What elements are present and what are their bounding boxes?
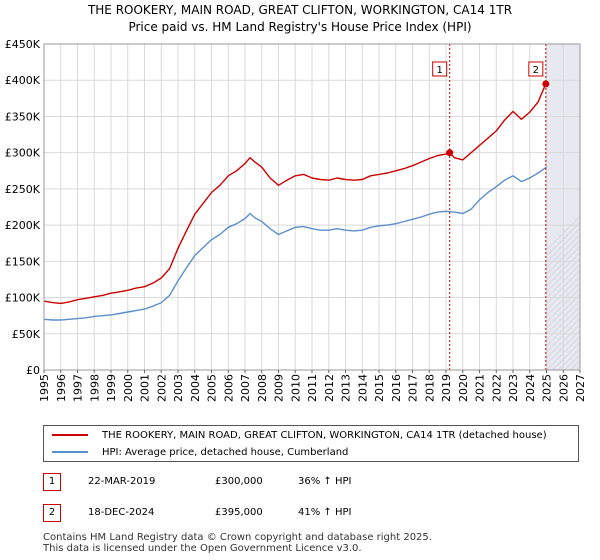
x-tick-label: 2005 <box>206 374 219 402</box>
x-tick-label: 2002 <box>155 374 168 402</box>
axes: £0 £50K £100K £150K £200K £250K £300K £350K £400… <box>5 38 587 402</box>
x-tick-label: 2026 <box>557 374 570 402</box>
hatch-line <box>589 44 600 370</box>
y-tick-label: £400K <box>5 74 41 87</box>
chart-title-line2: Price paid vs. HM Land Registry's House … <box>128 20 472 34</box>
sale-marker-label-2: 2 <box>533 65 539 76</box>
y-tick-label: £350K <box>5 110 41 123</box>
series-lines <box>43 83 547 321</box>
sale-marker-box-1 <box>432 61 448 77</box>
sale-hpi-1: 36% ↑ HPI <box>298 476 352 487</box>
hatch-line <box>595 44 600 370</box>
hatch-line <box>546 312 580 347</box>
x-tick-label: 1999 <box>105 374 118 402</box>
y-tick-label: £200K <box>5 219 41 232</box>
sale-point-2 <box>542 80 550 88</box>
x-tick-label: 2019 <box>440 374 453 402</box>
legend-label-hpi: HPI: Average price, detached house, Cumb… <box>102 447 349 458</box>
footer-line2: This data is licensed under the Open Gov… <box>43 543 362 554</box>
hatch-line <box>546 306 580 341</box>
sale-marker-box-2 <box>528 61 544 77</box>
x-tick-label: 2020 <box>457 374 470 402</box>
x-tick-label: 2004 <box>189 374 202 402</box>
sale-date-1: 22-MAR-2019 <box>88 476 156 487</box>
x-tick-label: 1995 <box>38 374 51 402</box>
sale-marker-label-1: 1 <box>436 65 442 76</box>
y-tick-label: £450K <box>5 38 41 51</box>
sale-date-2: 18-DEC-2024 <box>88 507 155 518</box>
x-tick-label: 1998 <box>88 374 101 402</box>
x-tick-label: 2016 <box>390 374 403 402</box>
x-tick-label: 2024 <box>524 374 537 402</box>
legend-item-hpi: HPI: Average price, detached house, Cumb… <box>52 445 348 461</box>
x-tick-label: 2007 <box>239 374 252 402</box>
x-tick-label: 2025 <box>541 374 554 402</box>
y-tick-label: £0 <box>26 364 40 377</box>
footer: Contains HM Land Registry data © Crown c… <box>43 532 432 554</box>
x-tick-label: 2014 <box>356 374 369 402</box>
x-tick-label: 2012 <box>323 374 336 402</box>
series-hpi <box>43 166 547 321</box>
x-tick-label: 2011 <box>306 374 319 402</box>
chart-title: THE ROOKERY, MAIN ROAD, GREAT CLIFTON, W… <box>0 2 600 36</box>
x-tick-label: 2013 <box>340 374 353 402</box>
sale-price-2: £395,000 <box>215 507 263 518</box>
x-tick-label: 2008 <box>256 374 269 402</box>
legend-swatch-price-paid <box>52 434 88 436</box>
sale-hpi-2: 41% ↑ HPI <box>298 507 352 518</box>
x-tick-label: 2009 <box>273 374 286 402</box>
hatch-line <box>546 288 580 323</box>
x-tick-label: 2000 <box>122 374 135 402</box>
x-tick-label: 2021 <box>474 374 487 402</box>
y-tick-label: £100K <box>5 292 41 305</box>
x-tick-label: 2010 <box>289 374 302 402</box>
sale-badge-2: 2 <box>43 504 61 522</box>
sale-badge-1: 1 <box>43 473 61 491</box>
x-tick-label: 2003 <box>172 374 185 402</box>
x-tick-label: 2022 <box>490 374 503 402</box>
hatch-line <box>546 300 580 335</box>
series-price-paid <box>43 83 547 305</box>
footer-line1: Contains HM Land Registry data © Crown c… <box>43 532 432 543</box>
x-tick-label: 2001 <box>139 374 152 402</box>
y-tick-label: £150K <box>5 255 41 268</box>
x-tick-label: 2023 <box>507 374 520 402</box>
x-tick-label: 2018 <box>423 374 436 402</box>
sale-point-1 <box>446 149 454 157</box>
y-tick-label: £300K <box>5 147 41 160</box>
chart-title-line1: THE ROOKERY, MAIN ROAD, GREAT CLIFTON, W… <box>87 3 513 17</box>
x-tick-label: 2017 <box>407 374 420 402</box>
y-tick-label: £50K <box>12 328 41 341</box>
x-tick-label: 1997 <box>72 374 85 402</box>
hatch-line <box>583 44 600 370</box>
legend-label-price-paid: THE ROOKERY, MAIN ROAD, GREAT CLIFTON, W… <box>102 430 547 441</box>
legend-swatch-hpi <box>52 451 88 453</box>
hatch-line <box>546 294 580 329</box>
x-tick-label: 1996 <box>55 374 68 402</box>
legend: THE ROOKERY, MAIN ROAD, GREAT CLIFTON, W… <box>43 425 579 462</box>
x-tick-label: 2006 <box>222 374 235 402</box>
x-tick-label: 2027 <box>574 374 587 402</box>
sale-price-1: £300,000 <box>215 476 263 487</box>
x-tick-label: 2015 <box>373 374 386 402</box>
y-tick-label: £250K <box>5 183 41 196</box>
legend-item-price-paid: THE ROOKERY, MAIN ROAD, GREAT CLIFTON, W… <box>52 428 547 444</box>
